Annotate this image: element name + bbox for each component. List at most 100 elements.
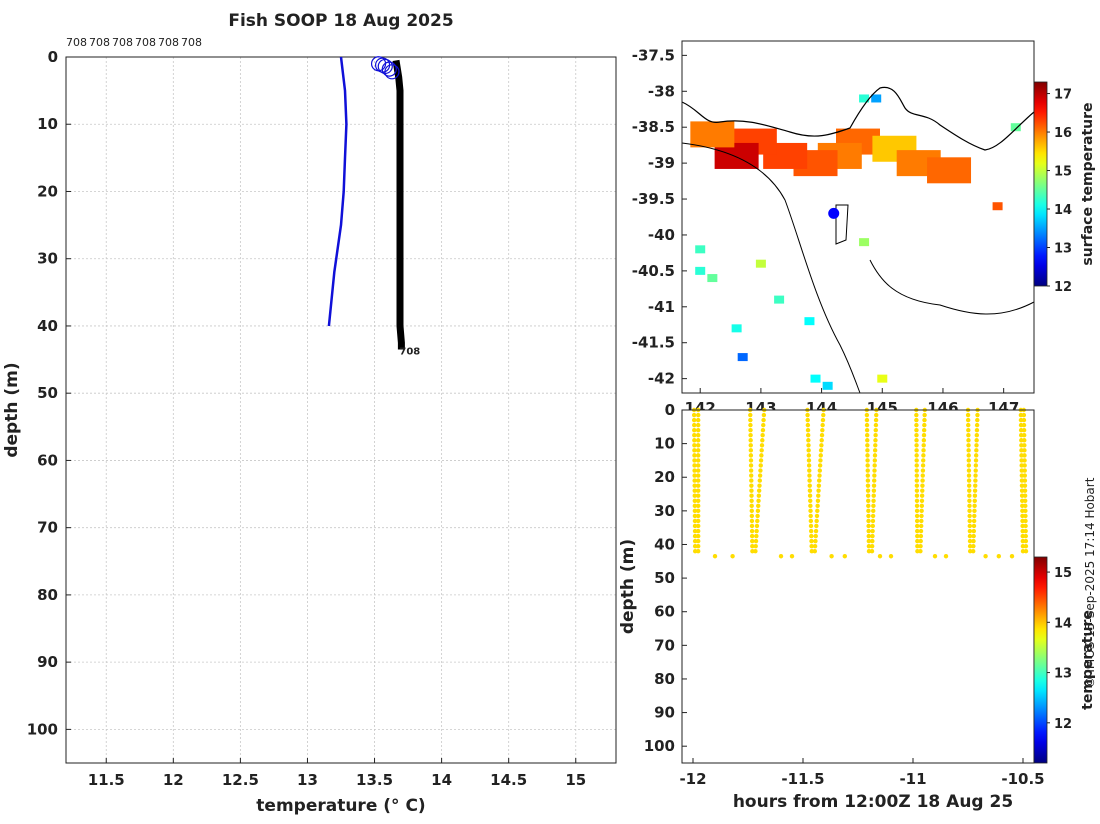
map-colorbar — [1033, 81, 1048, 287]
data-point — [817, 478, 822, 483]
bottom-data-point — [996, 554, 1001, 559]
x-tick-label: 14 — [431, 771, 452, 789]
data-point — [1021, 412, 1027, 418]
data-point — [967, 493, 972, 498]
data-point — [914, 433, 919, 438]
sst-patch — [755, 259, 766, 268]
data-point — [1022, 478, 1028, 483]
data-point — [696, 427, 701, 433]
sst-patch — [690, 121, 735, 148]
data-point — [919, 493, 925, 498]
data-point — [921, 458, 926, 463]
data-point — [748, 427, 753, 433]
data-point — [749, 508, 754, 514]
sst-patch — [927, 157, 972, 184]
data-point — [696, 538, 701, 544]
data-point — [864, 417, 870, 423]
data-point — [806, 448, 811, 453]
data-point — [914, 483, 920, 488]
map-colorbar-tick-label: 17 — [1054, 88, 1072, 103]
data-point — [870, 523, 875, 529]
data-point — [696, 463, 701, 468]
data-point — [864, 427, 870, 433]
data-point — [966, 427, 971, 433]
data-point — [918, 543, 923, 549]
data-point — [919, 508, 924, 514]
data-point — [816, 493, 821, 498]
data-point — [805, 422, 811, 428]
section-y-tick-label: 40 — [654, 535, 675, 553]
data-point — [757, 478, 762, 483]
section-colorbar-tick-label: 15 — [1054, 566, 1072, 581]
data-point — [973, 458, 979, 463]
data-point — [748, 417, 753, 423]
data-point — [1023, 498, 1028, 503]
data-point — [692, 508, 698, 514]
data-point — [914, 478, 920, 483]
map-background — [682, 41, 1034, 393]
data-point — [749, 478, 754, 483]
section-colorbar-label: temperature — [1080, 610, 1096, 710]
king-island-outline — [835, 204, 849, 245]
data-point — [696, 498, 701, 503]
data-point — [692, 503, 698, 509]
data-point — [696, 528, 701, 534]
data-point — [692, 448, 697, 453]
y-tick-label: 30 — [37, 250, 58, 268]
data-point — [914, 473, 920, 478]
section-background — [682, 410, 1034, 763]
data-point — [973, 463, 979, 468]
data-point — [696, 417, 701, 423]
coastline-tasmania-north — [869, 259, 1035, 315]
data-point — [755, 508, 761, 514]
sst-patch — [877, 374, 888, 383]
bottom-data-point — [1009, 554, 1015, 559]
data-point — [692, 458, 697, 463]
bottom-data-point — [789, 554, 795, 559]
data-point — [756, 488, 762, 493]
data-point — [749, 533, 755, 539]
data-point — [914, 453, 919, 458]
data-point — [971, 528, 977, 534]
data-point — [696, 458, 701, 463]
data-point — [750, 538, 755, 544]
data-point — [1022, 488, 1028, 493]
figure-title: Fish SOOP 18 Aug 2025 — [228, 11, 453, 31]
data-point — [966, 438, 971, 443]
data-point — [1022, 438, 1027, 443]
data-point — [966, 453, 971, 458]
sst-patch — [859, 94, 870, 103]
data-point — [1022, 443, 1027, 448]
data-point — [966, 458, 971, 463]
section-y-tick-label: 50 — [654, 569, 675, 587]
data-point — [915, 528, 920, 534]
data-point — [692, 433, 697, 438]
data-point — [750, 543, 755, 549]
data-point — [914, 503, 920, 509]
data-point — [748, 453, 754, 458]
data-point — [966, 433, 971, 438]
data-point — [754, 523, 760, 529]
data-point — [869, 543, 875, 549]
data-point — [748, 463, 754, 468]
section-colorbar — [1033, 556, 1048, 764]
data-point — [972, 493, 978, 498]
data-point — [1022, 493, 1028, 498]
data-point — [1022, 448, 1027, 453]
data-point — [696, 478, 701, 483]
map-y-tick-label: -38 — [648, 82, 675, 100]
data-point — [814, 513, 820, 519]
data-point — [814, 523, 819, 529]
map-y-tick-label: -42 — [648, 370, 675, 388]
data-point — [965, 412, 971, 418]
data-point — [805, 427, 811, 433]
section-y-tick-label: 100 — [644, 737, 675, 755]
data-point — [1021, 422, 1027, 428]
data-point — [692, 438, 697, 443]
data-point — [871, 508, 876, 514]
data-point — [974, 448, 979, 453]
data-point — [808, 503, 813, 509]
data-point — [919, 498, 925, 503]
data-point — [870, 528, 875, 534]
data-point — [920, 473, 925, 478]
